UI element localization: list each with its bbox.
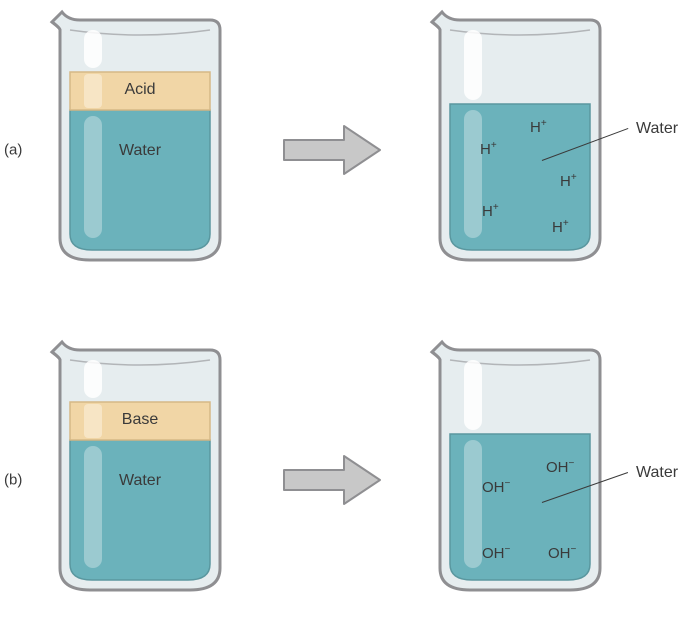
- row-b: (b) BaseWater OH−O: [0, 330, 700, 630]
- arrow-a: [280, 120, 385, 180]
- ion-h-plus: H+: [530, 118, 547, 136]
- ion-h-plus: H+: [552, 218, 569, 236]
- row-a-label: (a): [4, 142, 22, 159]
- row-b-label: (b): [4, 472, 22, 489]
- ion-oh-minus: OH−: [482, 544, 510, 562]
- ion-h-plus: H+: [482, 202, 499, 220]
- beaker-b-right: OH− OH− OH− OH−: [420, 330, 620, 600]
- ion-oh-minus: OH−: [482, 478, 510, 496]
- beaker-a-left: Acid Water: [40, 0, 240, 270]
- callout-a-water: Water: [636, 120, 678, 138]
- water-label-b-left: Water: [40, 472, 240, 490]
- base-label: Base: [40, 411, 240, 429]
- ion-h-plus: H+: [480, 140, 497, 158]
- ion-h-plus: H+: [560, 172, 577, 190]
- acid-label: Acid: [40, 81, 240, 99]
- ion-oh-minus: OH−: [548, 544, 576, 562]
- callout-b-water: Water: [636, 464, 678, 482]
- water-label-a-left: Water: [40, 142, 240, 160]
- beaker-a-right: H+ H+ H+ H+ H+: [420, 0, 620, 270]
- beaker-b-left: Base Water: [40, 330, 240, 600]
- row-a: (a) Acid Water H+ H+: [0, 0, 700, 300]
- arrow-b: [280, 450, 385, 510]
- ion-oh-minus: OH−: [546, 458, 574, 476]
